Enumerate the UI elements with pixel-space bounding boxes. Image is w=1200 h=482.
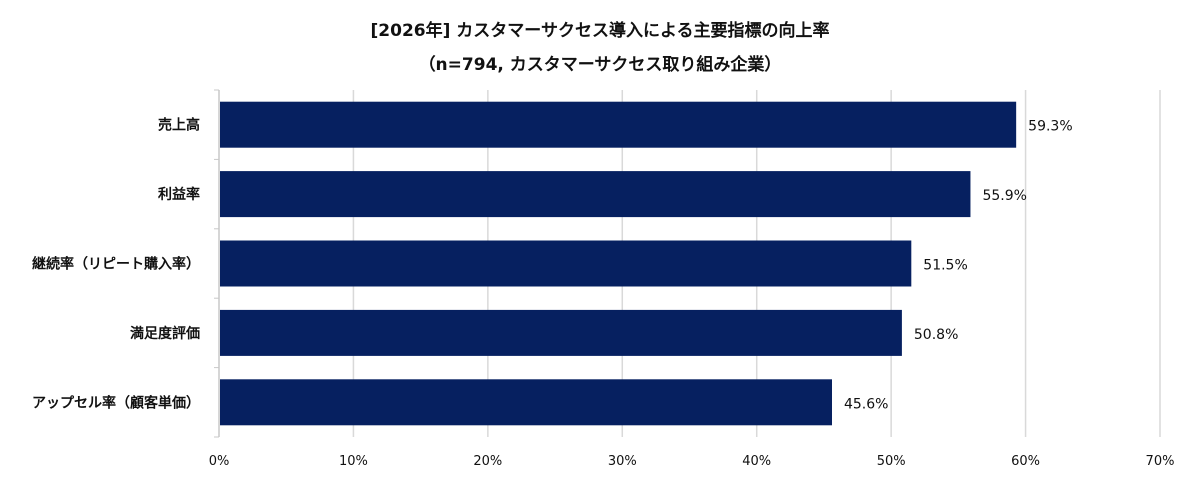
x-tick-label: 10% — [339, 454, 368, 469]
x-tick-label: 20% — [473, 454, 502, 469]
category-label: アップセル率（顧客単価） — [32, 394, 200, 411]
category-label: 利益率 — [158, 186, 200, 203]
chart-title: [2026年] カスタマーサクセス導入による主要指標の向上率 — [370, 21, 830, 41]
category-label: 継続率（リピート購入率） — [32, 256, 200, 273]
bar — [220, 379, 832, 426]
bar — [220, 240, 912, 287]
x-tick-label: 40% — [742, 454, 771, 469]
bar — [220, 309, 902, 356]
category-label: 売上高 — [158, 117, 200, 134]
category-label: 満足度評価 — [130, 325, 200, 342]
bar — [220, 101, 1017, 148]
data-label: 51.5% — [923, 258, 967, 274]
x-tick-label: 30% — [608, 454, 637, 469]
data-label: 55.9% — [982, 188, 1026, 204]
data-label: 50.8% — [914, 327, 958, 343]
x-tick-label: 70% — [1146, 454, 1175, 469]
x-tick-label: 50% — [877, 454, 906, 469]
chart-subtitle: （n=794, カスタマーサクセス取り組み企業） — [418, 55, 782, 75]
data-label: 59.3% — [1028, 119, 1072, 135]
x-tick-label: 0% — [209, 454, 230, 469]
data-label: 45.6% — [844, 396, 888, 412]
bar — [220, 171, 971, 218]
x-tick-label: 60% — [1011, 454, 1040, 469]
